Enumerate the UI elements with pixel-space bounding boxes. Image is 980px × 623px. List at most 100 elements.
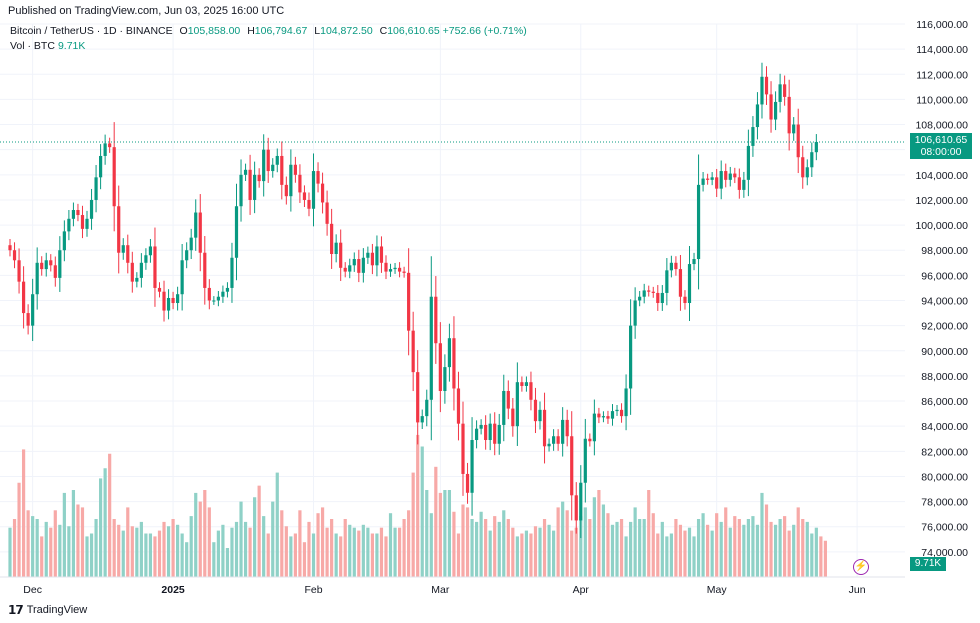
candle-body	[579, 482, 583, 521]
open-label: O	[179, 25, 188, 37]
price-tick-label: 90,000.00	[921, 346, 968, 358]
volume-bar	[397, 527, 402, 577]
volume-bar	[647, 490, 651, 577]
candle-body	[434, 296, 438, 344]
candle-body	[769, 94, 773, 120]
volume-bar	[678, 524, 683, 577]
time-axis: Dec 2025 Feb Mar Apr May Jun	[23, 584, 865, 596]
candle-body	[330, 223, 334, 254]
volume-bar	[26, 510, 30, 577]
candle-body	[783, 84, 787, 97]
candle-body	[701, 178, 705, 185]
candle-body	[452, 338, 456, 389]
candle-body	[49, 260, 53, 266]
price-tick-label: 80,000.00	[921, 471, 968, 483]
volume-bar	[542, 519, 547, 577]
volume-bar	[180, 533, 184, 577]
candle-body	[570, 436, 574, 496]
candle-body	[755, 104, 760, 128]
volume-bar	[275, 472, 279, 577]
volume-bar	[416, 434, 420, 577]
candle-body	[117, 206, 121, 253]
volume-bar	[89, 533, 94, 577]
volume-bar	[31, 516, 35, 577]
last-price-value: 106,610.65	[914, 134, 968, 146]
candle-body	[746, 145, 750, 180]
volume-bar	[8, 527, 12, 577]
candle-body	[148, 246, 153, 256]
candle-body	[112, 147, 116, 207]
volume-bar	[366, 527, 370, 577]
candle-body	[103, 143, 107, 156]
candle-body	[357, 259, 361, 273]
price-tick-label: 94,000.00	[921, 296, 968, 308]
candle-body	[493, 423, 497, 444]
candle-body	[307, 199, 311, 209]
volume-bar	[348, 524, 352, 577]
volume-bar	[361, 524, 365, 577]
tradingview-brand[interactable]: 𝟭𝟳 TradingView	[8, 603, 87, 617]
time-tick-label: Jun	[849, 584, 866, 596]
candle-body	[610, 411, 615, 419]
candle-body	[407, 272, 411, 331]
volume-bar	[225, 548, 230, 577]
volume-bar	[325, 527, 329, 577]
candle-body	[561, 419, 565, 444]
lightning-icon[interactable]: ⚡	[853, 559, 869, 575]
candle-body	[157, 287, 162, 292]
price-tick-label: 112,000.00	[916, 69, 968, 81]
volume-bar	[733, 516, 737, 577]
candle-body	[638, 296, 642, 301]
candle-body	[185, 250, 189, 261]
candle-body	[302, 192, 307, 200]
volume-bar	[148, 533, 153, 577]
volume-bar	[574, 527, 578, 577]
candle-body	[85, 218, 89, 229]
price-tick-label: 96,000.00	[921, 270, 968, 282]
volume-bar	[17, 482, 21, 577]
candle-body	[597, 413, 601, 418]
volume-bar	[674, 519, 678, 577]
price-tick-label: 102,000.00	[915, 195, 968, 207]
price-tick-label: 82,000.00	[921, 446, 968, 458]
volume-value: 9.71K	[57, 40, 86, 52]
candle-body	[538, 409, 542, 422]
volume-bar	[67, 526, 71, 577]
volume-bar	[311, 533, 316, 577]
time-tick-label: 2025	[161, 584, 185, 596]
volume-bar	[484, 519, 488, 577]
close-value: 106,610.65	[387, 25, 440, 37]
symbol-name[interactable]: Bitcoin / TetherUS · 1D · BINANCE	[10, 25, 173, 37]
candle-body	[660, 292, 664, 304]
volume-bar	[298, 510, 302, 577]
volume-bar	[44, 521, 48, 577]
candle-body	[266, 149, 270, 172]
candle-body	[674, 262, 678, 270]
candle-body	[764, 76, 769, 95]
candle-body	[311, 171, 316, 209]
volume-bar	[438, 492, 442, 577]
candle-body	[230, 257, 234, 288]
candle-body	[225, 287, 230, 292]
candle-body	[80, 215, 85, 229]
high-label: H	[247, 25, 255, 37]
candle-body	[656, 292, 660, 304]
candle-body	[438, 343, 442, 391]
volume-bar	[253, 497, 257, 577]
candle-body	[683, 296, 687, 304]
candle-body	[361, 257, 365, 273]
candle-body	[773, 101, 778, 120]
volume-bar	[660, 521, 664, 577]
volume-bar	[230, 527, 234, 577]
candle-body	[71, 210, 76, 219]
candle-body	[461, 423, 465, 474]
volume-bar	[384, 536, 388, 577]
volume-bar	[588, 519, 592, 577]
volume-bar	[266, 533, 270, 577]
volume-label: Vol · BTC	[10, 40, 55, 52]
candle-body	[316, 171, 320, 184]
volume-bar	[379, 527, 384, 577]
time-tick-label: Apr	[573, 584, 590, 596]
volume-bar	[176, 524, 180, 577]
